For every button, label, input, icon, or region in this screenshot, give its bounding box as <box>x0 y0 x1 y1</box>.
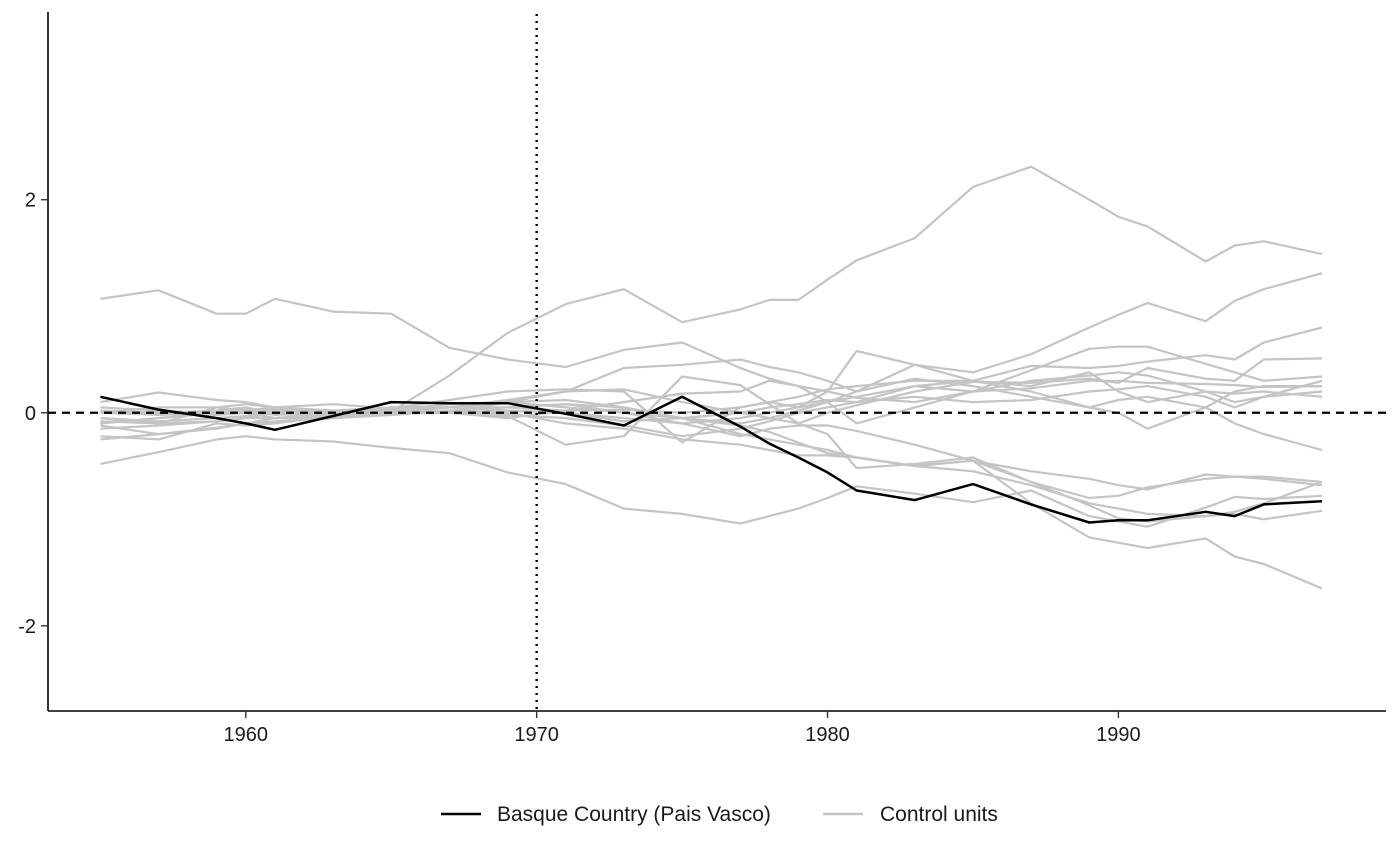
treated-series-group <box>100 395 1323 524</box>
x-tick-label: 1990 <box>1096 724 1141 746</box>
treated-series-line <box>100 395 1323 524</box>
control-series-line-17 <box>100 403 1323 521</box>
control-series-line-16 <box>100 379 1323 438</box>
x-tick-label: 1980 <box>805 724 850 746</box>
y-tick-label: -2 <box>18 616 36 638</box>
x-tick-label: 1960 <box>224 724 269 746</box>
x-tick-label: 1970 <box>514 724 559 746</box>
y-tick-label: 2 <box>25 190 36 212</box>
control-series-line-3 <box>100 165 1323 425</box>
legend-label-treated: Basque Country (Pais Vasco) <box>497 803 771 826</box>
y-tick-label: 0 <box>25 403 36 425</box>
axes-group: 1960 1970 1980 1990 -2 0 2 <box>18 12 1386 746</box>
control-series-group <box>100 165 1323 590</box>
control-series-line-11 <box>100 388 1323 500</box>
legend: Basque Country (Pais Vasco) Control unit… <box>441 803 998 826</box>
control-series-line-2 <box>100 435 1323 528</box>
control-series-line-1 <box>100 289 1323 404</box>
legend-label-control: Control units <box>880 803 998 826</box>
control-series-line-15 <box>100 379 1322 430</box>
control-series-line-6 <box>100 357 1323 446</box>
control-series-line-14 <box>100 371 1323 425</box>
